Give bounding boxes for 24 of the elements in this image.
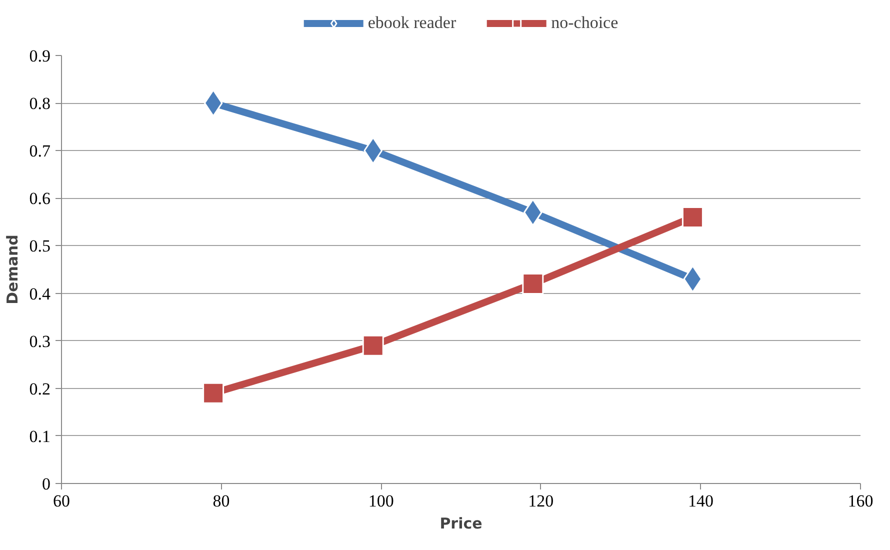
y-tick-label: 0.2 (29, 379, 50, 398)
y-tick-label: 0.9 (29, 46, 50, 66)
point (522, 273, 544, 295)
legend-label: no-choice (551, 12, 618, 32)
legend-label: ebook reader (368, 12, 456, 32)
y-tick-label: 0.8 (29, 94, 50, 114)
x-tick-label: 80 (212, 492, 230, 510)
y-tick-label: 0.5 (29, 236, 50, 256)
y-tick-label: 0 (42, 474, 50, 494)
y-tick-label: 0.1 (29, 426, 50, 446)
x-tick-label: 100 (368, 492, 394, 510)
point (202, 382, 224, 404)
y-tick-label: 0.7 (29, 142, 51, 161)
point (682, 206, 704, 228)
x-tick-label: 60 (53, 492, 70, 510)
y-tick-label: 0.4 (29, 284, 51, 304)
x-tick-label: 140 (688, 492, 714, 510)
point (362, 334, 384, 356)
y-tick-label: 0.3 (29, 332, 50, 351)
x-tick-label: 120 (528, 492, 554, 510)
y-tick-label: 0.6 (29, 189, 50, 208)
x-axis-title: Price (440, 514, 482, 532)
x-tick-label: 160 (848, 492, 874, 510)
y-axis-title: Demand (3, 234, 22, 304)
